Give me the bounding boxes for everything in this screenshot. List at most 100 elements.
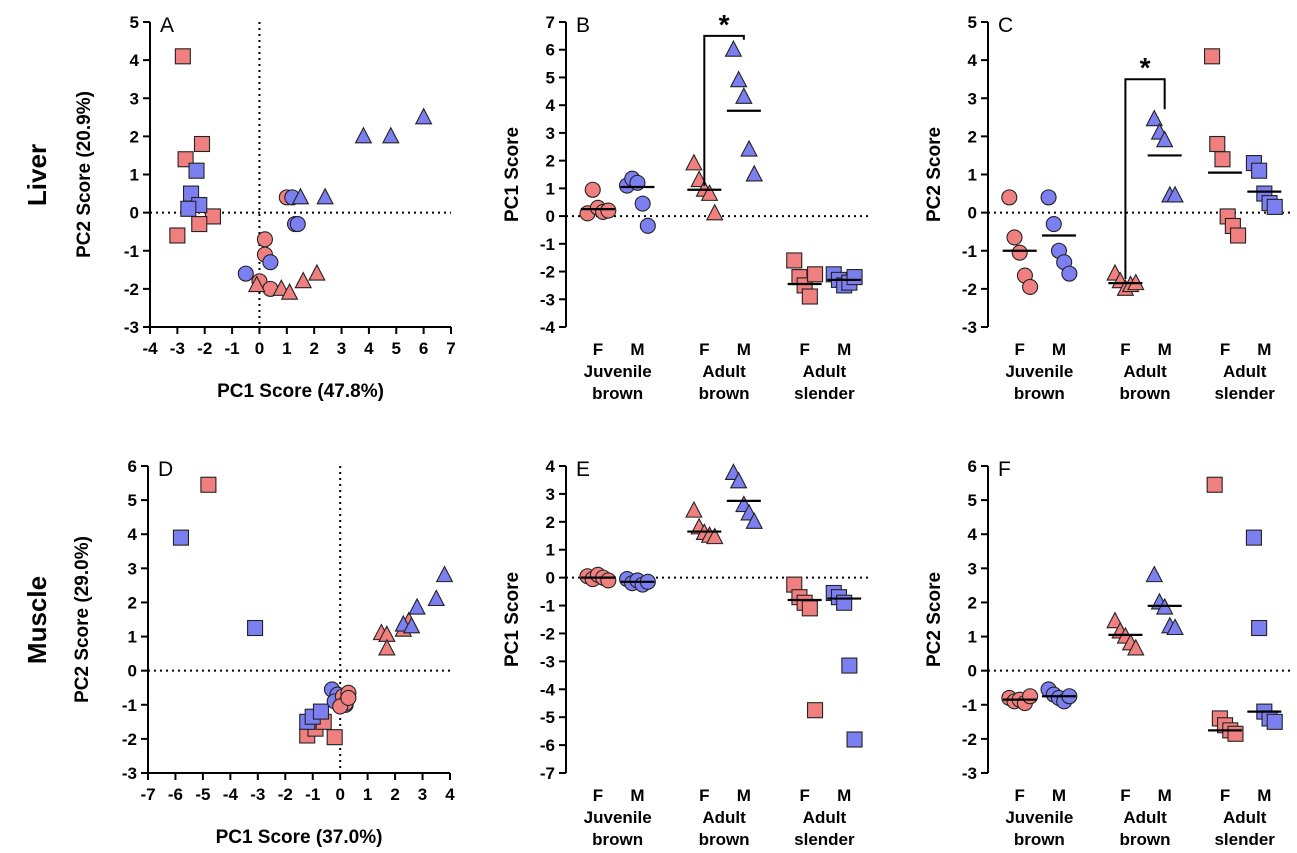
x-axis-label: PC1 Score (37.0%) <box>216 827 383 848</box>
sex-label: M <box>1257 786 1271 805</box>
group-label: Juvenile <box>1005 808 1073 827</box>
y-tick-label: 4 <box>968 525 978 544</box>
sex-label: F <box>1120 340 1130 359</box>
data-point <box>280 282 299 300</box>
y-tick-label: 3 <box>546 485 555 504</box>
y-axis-label: PC1 Score <box>502 127 523 222</box>
y-tick-label: 5 <box>130 13 139 32</box>
x-tick-label: 6 <box>419 339 428 358</box>
data-point <box>806 266 824 283</box>
panel-B: -4 -3 -2 -1 0 1 2 3 4 5 6 7 PC1 Score B F M Juvenile brow… <box>502 9 870 403</box>
sex-label: F <box>593 786 603 805</box>
x-tick-label: -2 <box>197 339 212 358</box>
x-tick-label: -4 <box>223 785 239 804</box>
group-label: slender <box>794 830 855 849</box>
data-point <box>378 638 396 656</box>
sex-label: M <box>837 340 851 359</box>
data-point <box>1045 216 1062 233</box>
data-point <box>169 227 186 244</box>
y-tick-label: -1 <box>540 597 555 616</box>
y-tick-label: 6 <box>546 41 555 60</box>
data-point <box>1206 476 1223 493</box>
y-tick-label: 4 <box>130 51 140 70</box>
x-tick-label: 2 <box>309 339 318 358</box>
data-point <box>262 254 279 271</box>
y-tick-label: -4 <box>540 318 556 337</box>
significance-bracket <box>703 34 745 186</box>
group-label: brown <box>699 830 750 849</box>
group-label: slender <box>794 384 855 403</box>
data-point <box>308 263 326 281</box>
y-axis-label: PC1 Score <box>502 572 523 667</box>
sex-label: M <box>1257 340 1271 359</box>
x-tick-label: 0 <box>255 339 264 358</box>
y-axis-label: PC2 Score <box>924 572 945 667</box>
group-label: Juvenile <box>584 808 652 827</box>
x-tick-label: 5 <box>392 339 401 358</box>
row-label-liver: Liver <box>22 144 52 206</box>
data-point <box>846 269 863 286</box>
data-point <box>180 200 197 217</box>
data-point <box>200 476 217 493</box>
group-label: brown <box>699 384 750 403</box>
group-label: Juvenile <box>1005 362 1073 381</box>
data-point <box>1145 565 1164 583</box>
data-point <box>1155 130 1174 148</box>
panel-letter: E <box>576 458 590 481</box>
sex-label: M <box>1158 786 1172 805</box>
x-tick-label: -1 <box>225 339 240 358</box>
data-point <box>172 529 189 546</box>
x-tick-label: -7 <box>140 785 155 804</box>
x-tick-label: -6 <box>168 785 183 804</box>
data-point <box>1006 229 1023 246</box>
group-label: slender <box>1214 830 1275 849</box>
y-tick-label: 2 <box>128 593 137 612</box>
x-tick-label: -3 <box>250 785 265 804</box>
data-point <box>1214 151 1231 168</box>
data-point <box>600 572 617 589</box>
y-tick-label: 3 <box>546 124 555 143</box>
data-point <box>435 565 454 583</box>
x-tick-label: -1 <box>305 785 320 804</box>
y-tick-label: 2 <box>546 152 555 171</box>
x-tick-label: 1 <box>282 339 291 358</box>
data-point <box>1127 638 1145 656</box>
group-label: Adult <box>702 808 746 827</box>
y-tick-label: -3 <box>124 318 139 337</box>
y-tick-label: -3 <box>540 652 555 671</box>
data-point <box>745 512 764 529</box>
data-point <box>729 70 748 88</box>
data-point <box>1251 162 1268 179</box>
y-tick-label: 2 <box>130 127 139 146</box>
sex-label: F <box>1015 340 1025 359</box>
y-tick-label: 0 <box>968 662 977 681</box>
data-point <box>237 265 254 282</box>
data-point <box>256 231 273 248</box>
y-tick-label: -2 <box>540 624 555 643</box>
group-label: Adult <box>803 808 847 827</box>
y-tick-label: 1 <box>546 541 555 560</box>
data-point <box>289 216 306 233</box>
data-point <box>1245 529 1262 546</box>
data-point <box>685 500 703 518</box>
group-label: Adult <box>803 362 847 381</box>
sex-label: F <box>593 340 603 359</box>
sex-label: M <box>737 786 751 805</box>
sex-label: M <box>1158 340 1172 359</box>
x-tick-label: 3 <box>337 339 346 358</box>
sex-label: M <box>1052 340 1066 359</box>
y-tick-label: -4 <box>540 680 556 699</box>
data-point <box>735 87 753 104</box>
data-point <box>1061 265 1078 282</box>
y-tick-label: 6 <box>128 457 137 476</box>
data-point <box>639 217 656 234</box>
data-point <box>801 600 818 617</box>
y-tick-label: 0 <box>128 662 137 681</box>
x-tick-label: -2 <box>278 785 293 804</box>
sex-label: M <box>837 786 851 805</box>
group-label: Adult <box>1123 362 1167 381</box>
data-point <box>193 135 211 153</box>
y-tick-label: 5 <box>128 491 137 510</box>
y-tick-label: 7 <box>546 13 555 32</box>
